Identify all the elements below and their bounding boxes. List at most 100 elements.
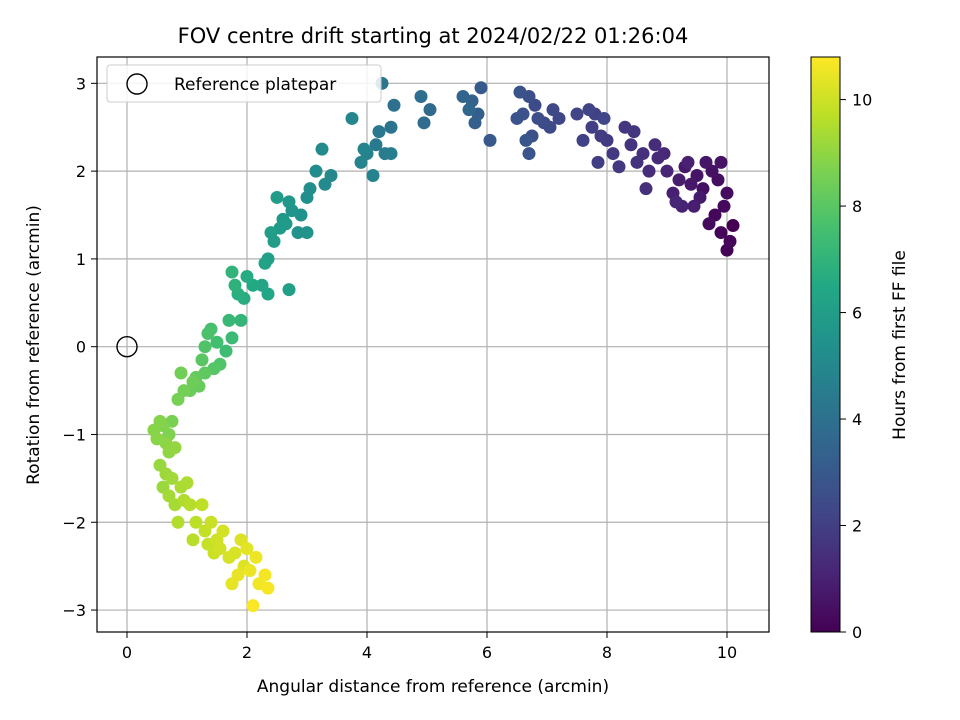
data-point xyxy=(582,103,596,117)
data-point xyxy=(243,564,257,578)
data-point xyxy=(345,111,359,125)
data-point xyxy=(195,498,209,512)
data-point xyxy=(717,199,731,213)
data-point xyxy=(228,278,242,292)
data-point xyxy=(642,164,656,178)
colorbar-gradient xyxy=(810,56,841,633)
data-point xyxy=(219,344,233,358)
colorbar-tick-label: 4 xyxy=(852,410,862,429)
legend: Reference platepar xyxy=(106,64,382,103)
data-point xyxy=(591,155,605,169)
data-point xyxy=(357,142,371,156)
y-tick-label: −1 xyxy=(62,425,86,444)
data-point xyxy=(612,160,626,174)
data-point xyxy=(366,169,380,183)
reference-marker xyxy=(116,335,138,358)
legend-box xyxy=(106,64,382,103)
data-point xyxy=(699,155,713,169)
colorbar-tick-label: 8 xyxy=(852,197,862,216)
data-point xyxy=(576,133,590,147)
data-point xyxy=(213,542,227,556)
data-point xyxy=(522,147,536,161)
data-point xyxy=(267,234,281,248)
colorbar-ticks: 0 2 4 6 8 10 xyxy=(840,91,872,642)
data-point xyxy=(369,138,383,152)
data-point xyxy=(519,133,533,147)
colorbar-tick-label: 6 xyxy=(852,304,862,323)
data-point xyxy=(384,147,398,161)
grid xyxy=(97,57,769,632)
data-point xyxy=(384,120,398,134)
data-point xyxy=(702,217,716,231)
data-point xyxy=(183,498,197,512)
colorbar-label: Hours from first FF file xyxy=(890,250,910,440)
data-point xyxy=(651,151,665,165)
data-point xyxy=(531,111,545,125)
data-point xyxy=(168,441,182,455)
data-point xyxy=(474,81,488,95)
data-point xyxy=(225,331,239,345)
x-tick-label: 0 xyxy=(122,643,132,662)
y-tick-label: 0 xyxy=(76,338,86,357)
x-tick-label: 6 xyxy=(482,643,492,662)
data-point xyxy=(270,190,284,204)
data-point xyxy=(417,116,431,130)
x-axis-label: Angular distance from reference (arcmin) xyxy=(257,677,609,697)
data-point xyxy=(309,164,323,178)
data-point xyxy=(180,476,194,490)
data-point xyxy=(210,335,224,349)
data-point xyxy=(597,111,611,125)
x-tick-label: 8 xyxy=(602,643,612,662)
data-point xyxy=(318,177,332,191)
data-point xyxy=(570,107,584,121)
data-point xyxy=(414,90,428,104)
data-point xyxy=(630,155,644,169)
data-point xyxy=(249,550,263,564)
chart-title: FOV centre drift starting at 2024/02/22 … xyxy=(178,24,689,48)
data-point xyxy=(723,234,737,248)
data-point xyxy=(714,226,728,240)
data-point xyxy=(258,568,272,582)
data-point xyxy=(240,269,254,283)
y-tick-label: −3 xyxy=(62,601,86,620)
data-point xyxy=(228,546,242,560)
data-point xyxy=(225,265,239,279)
reference-marker-layer xyxy=(116,335,138,358)
colorbar-tick-label: 0 xyxy=(852,623,862,642)
data-point xyxy=(261,287,275,301)
data-point xyxy=(195,353,209,367)
legend-entry-reference: Reference platepar xyxy=(174,75,336,95)
data-point xyxy=(594,129,608,143)
y-tick-label: 2 xyxy=(76,162,86,181)
data-point xyxy=(171,392,185,406)
data-point xyxy=(672,173,686,187)
data-point xyxy=(483,133,497,147)
data-point xyxy=(726,219,740,233)
data-point xyxy=(513,85,527,99)
data-point xyxy=(684,177,698,191)
data-point xyxy=(387,98,401,112)
x-axis-ticks: 0 2 4 6 8 10 xyxy=(122,632,737,662)
data-point xyxy=(456,90,470,104)
data-point xyxy=(198,340,212,354)
data-point xyxy=(606,147,620,161)
data-points xyxy=(147,76,740,613)
y-tick-label: 3 xyxy=(76,74,86,93)
data-point xyxy=(300,190,314,204)
y-axis-ticks: −3 −2 −1 0 1 2 3 xyxy=(62,74,97,620)
y-tick-label: −2 xyxy=(62,513,86,532)
data-point xyxy=(189,515,203,529)
data-point xyxy=(282,283,296,297)
data-point xyxy=(261,581,275,595)
x-tick-label: 4 xyxy=(362,643,372,662)
data-point xyxy=(186,533,200,547)
x-tick-label: 2 xyxy=(242,643,252,662)
data-point xyxy=(660,164,674,178)
data-point xyxy=(216,524,230,538)
data-point xyxy=(669,195,683,209)
data-point xyxy=(462,103,476,117)
data-point xyxy=(714,155,728,169)
data-point xyxy=(618,120,632,134)
data-point xyxy=(258,256,272,270)
